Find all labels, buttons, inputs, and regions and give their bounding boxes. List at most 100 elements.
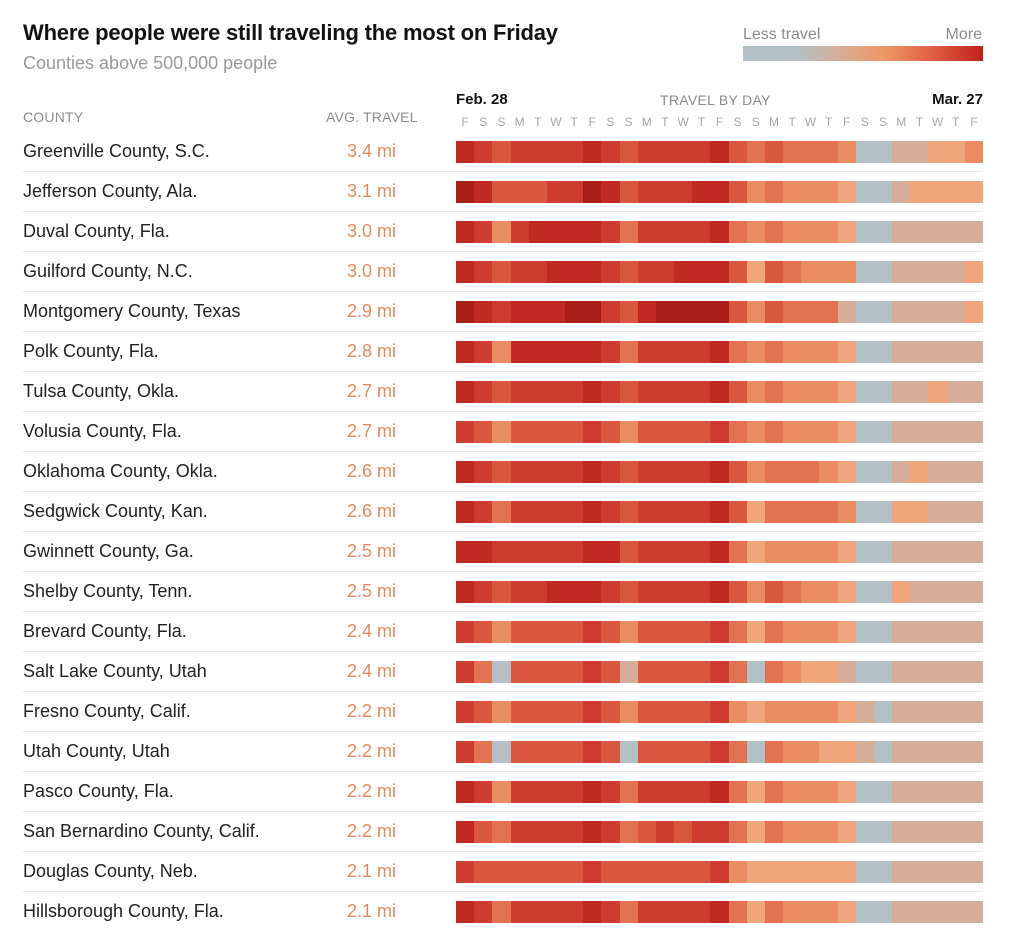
heat-cell xyxy=(783,341,801,363)
heat-cell xyxy=(765,541,783,563)
heat-cell xyxy=(729,341,747,363)
heat-cell xyxy=(892,341,910,363)
heat-cell xyxy=(801,421,819,443)
row-divider xyxy=(23,171,983,172)
heat-cell xyxy=(801,341,819,363)
heat-cell xyxy=(874,821,892,843)
heat-cell xyxy=(892,661,910,683)
heat-cell xyxy=(620,621,638,643)
heat-cell xyxy=(674,341,692,363)
heat-cell xyxy=(838,901,856,923)
heat-cell xyxy=(765,221,783,243)
heat-cell xyxy=(656,901,674,923)
heat-cell xyxy=(474,381,492,403)
heat-cell xyxy=(783,501,801,523)
heat-cell xyxy=(928,861,947,883)
county-name: Tulsa County, Okla. xyxy=(23,381,180,401)
heat-cell xyxy=(674,741,692,763)
heat-cell xyxy=(565,541,583,563)
heat-cell xyxy=(747,901,765,923)
heat-cell xyxy=(511,301,529,323)
heat-cell xyxy=(838,261,856,283)
heat-cell xyxy=(874,421,892,443)
end-date-label: Mar. 27 xyxy=(932,91,983,108)
heat-cell xyxy=(910,381,928,403)
heat-cell xyxy=(801,661,819,683)
heat-cell xyxy=(511,901,529,923)
heat-cell xyxy=(801,821,819,843)
row-divider xyxy=(23,251,983,252)
heat-cell xyxy=(838,501,856,523)
heat-cell xyxy=(783,661,801,683)
heat-cell xyxy=(583,261,601,283)
heat-cell xyxy=(511,701,529,723)
heat-cell xyxy=(456,661,474,683)
heat-cell xyxy=(492,621,511,643)
legend-color-scale xyxy=(743,46,983,61)
heat-cell xyxy=(710,621,729,643)
heat-cell xyxy=(583,461,601,483)
heat-cell xyxy=(511,621,529,643)
heat-cell xyxy=(874,661,892,683)
heat-cell xyxy=(674,781,692,803)
day-letter: F xyxy=(843,115,851,129)
heat-cell xyxy=(874,701,892,723)
heat-cell xyxy=(910,301,928,323)
heat-cell xyxy=(638,621,656,643)
heat-cell xyxy=(910,341,928,363)
heat-cell xyxy=(819,701,838,723)
heat-cell xyxy=(783,221,801,243)
heat-cell xyxy=(947,621,965,643)
day-letter: S xyxy=(624,115,633,129)
heat-cell xyxy=(765,301,783,323)
heat-cell xyxy=(874,901,892,923)
heat-cell xyxy=(674,501,692,523)
heat-cell xyxy=(656,661,674,683)
heat-cell xyxy=(729,781,747,803)
heat-cell xyxy=(965,621,983,643)
heat-cell xyxy=(674,381,692,403)
heat-cell xyxy=(892,261,910,283)
heat-cell xyxy=(783,701,801,723)
heat-cell xyxy=(692,541,710,563)
heat-cell xyxy=(965,701,983,723)
heat-cell xyxy=(638,181,656,203)
county-name: Duval County, Fla. xyxy=(23,221,170,241)
heat-cell xyxy=(947,421,965,443)
heat-cell xyxy=(656,861,674,883)
county-name: Utah County, Utah xyxy=(23,741,170,761)
day-letter: T xyxy=(534,115,542,129)
heat-cell xyxy=(910,861,928,883)
heat-cell xyxy=(947,341,965,363)
heat-cell xyxy=(801,701,819,723)
heat-cell xyxy=(529,861,547,883)
heat-cell xyxy=(838,861,856,883)
heat-cell xyxy=(529,141,547,163)
heat-cell xyxy=(511,501,529,523)
heat-cell xyxy=(910,501,928,523)
county-row: Utah County, Utah 2.2 mi xyxy=(0,731,1024,771)
day-letter: W xyxy=(550,115,562,129)
heat-cell xyxy=(565,701,583,723)
heat-cell xyxy=(801,901,819,923)
avg-travel-value: 3.0 mi xyxy=(347,221,397,241)
heat-cell xyxy=(765,421,783,443)
heat-cell xyxy=(783,861,801,883)
heat-cell xyxy=(819,461,838,483)
heat-cell xyxy=(529,501,547,523)
heat-cell xyxy=(565,661,583,683)
heat-cell xyxy=(710,861,729,883)
heat-cell xyxy=(892,741,910,763)
heat-cell xyxy=(874,141,892,163)
heat-cell xyxy=(583,421,601,443)
heat-cell xyxy=(656,541,674,563)
heat-cell xyxy=(892,461,910,483)
heat-cell xyxy=(474,741,492,763)
day-letter: S xyxy=(860,115,869,129)
travel-heat-strip xyxy=(456,701,983,723)
heat-cell xyxy=(456,781,474,803)
heat-cell xyxy=(965,901,983,923)
heat-cell xyxy=(729,621,747,643)
travel-heat-strip xyxy=(456,541,983,563)
travel-heat-strip xyxy=(456,861,983,883)
